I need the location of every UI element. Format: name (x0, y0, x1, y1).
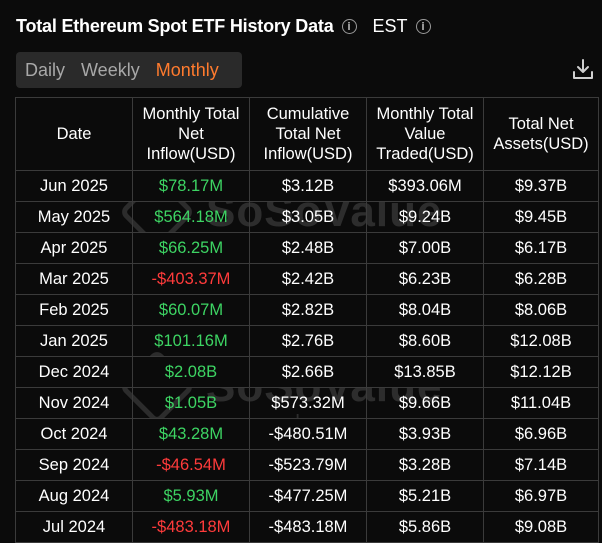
tab-daily[interactable]: Daily (25, 59, 66, 80)
cell-monthly-net-inflow: $1.05B (132, 387, 250, 419)
column-header-total-net-assets[interactable]: Total Net Assets(USD) (483, 97, 599, 171)
cell-date: Oct 2024 (15, 418, 133, 450)
cell-cumulative-net-inflow: $2.76B (249, 325, 367, 357)
cell-cumulative-net-inflow: $573.32M (249, 387, 367, 419)
cell-date: Aug 2024 (15, 480, 133, 512)
table-row: Feb 2025 $60.07M $2.82B $8.04B $8.06B (15, 294, 599, 326)
cell-value-traded: $5.21B (366, 480, 484, 512)
cell-cumulative-net-inflow: -$480.51M (249, 418, 367, 450)
table-row: Mar 2025 -$403.37M $2.42B $6.23B $6.28B (15, 263, 599, 295)
cell-monthly-net-inflow: $5.93M (132, 480, 250, 512)
table-header-row: Date Monthly Total Net Inflow(USD) Cumul… (15, 97, 599, 171)
cell-cumulative-net-inflow: $2.66B (249, 356, 367, 388)
cell-value-traded: $7.00B (366, 232, 484, 264)
cell-value-traded: $8.60B (366, 325, 484, 357)
table-row: Aug 2024 $5.93M -$477.25M $5.21B $6.97B (15, 480, 599, 512)
cell-monthly-net-inflow: $43.28M (132, 418, 250, 450)
cell-monthly-net-inflow: -$483.18M (132, 511, 250, 543)
cell-value-traded: $5.86B (366, 511, 484, 543)
cell-total-net-assets: $6.17B (483, 232, 599, 264)
timezone-info-icon[interactable]: i (415, 18, 431, 34)
cell-cumulative-net-inflow: $2.42B (249, 263, 367, 295)
table-row: Sep 2024 -$46.54M -$523.79M $3.28B $7.14B (15, 449, 599, 481)
cell-monthly-net-inflow: $2.08B (132, 356, 250, 388)
cell-value-traded: $9.66B (366, 387, 484, 419)
cell-monthly-net-inflow: $564.18M (132, 201, 250, 233)
cell-cumulative-net-inflow: $2.82B (249, 294, 367, 326)
table-row: May 2025 $564.18M $3.05B $9.24B $9.45B (15, 201, 599, 233)
cell-total-net-assets: $6.96B (483, 418, 599, 450)
etf-history-table: Date Monthly Total Net Inflow(USD) Cumul… (15, 97, 599, 543)
table-row: Nov 2024 $1.05B $573.32M $9.66B $11.04B (15, 387, 599, 419)
cell-cumulative-net-inflow: $3.05B (249, 201, 367, 233)
tab-weekly[interactable]: Weekly (81, 59, 140, 80)
cell-date: Jan 2025 (15, 325, 133, 357)
cell-monthly-net-inflow: $78.17M (132, 170, 250, 202)
tab-monthly[interactable]: Monthly (155, 59, 219, 80)
cell-date: Jun 2025 (15, 170, 133, 202)
table-row: Jan 2025 $101.16M $2.76B $8.60B $12.08B (15, 325, 599, 357)
cell-total-net-assets: $9.08B (483, 511, 599, 543)
cell-value-traded: $3.93B (366, 418, 484, 450)
cell-date: Jul 2024 (15, 511, 133, 543)
cell-cumulative-net-inflow: -$477.25M (249, 480, 367, 512)
table-row: Oct 2024 $43.28M -$480.51M $3.93B $6.96B (15, 418, 599, 450)
cell-date: May 2025 (15, 201, 133, 233)
cell-value-traded: $3.28B (366, 449, 484, 481)
cell-total-net-assets: $7.14B (483, 449, 599, 481)
column-header-date[interactable]: Date (15, 97, 133, 171)
column-header-monthly-net-inflow[interactable]: Monthly Total Net Inflow(USD) (132, 97, 250, 171)
cell-date: Dec 2024 (15, 356, 133, 388)
cell-value-traded: $9.24B (366, 201, 484, 233)
timezone-label[interactable]: EST (372, 15, 408, 36)
table-row: Apr 2025 $66.25M $2.48B $7.00B $6.17B (15, 232, 599, 264)
cell-monthly-net-inflow: $60.07M (132, 294, 250, 326)
cell-monthly-net-inflow: -$46.54M (132, 449, 250, 481)
cell-total-net-assets: $12.08B (483, 325, 599, 357)
info-icon[interactable]: i (341, 18, 357, 34)
cell-total-net-assets: $12.12B (483, 356, 599, 388)
cell-cumulative-net-inflow: -$523.79M (249, 449, 367, 481)
cell-value-traded: $6.23B (366, 263, 484, 295)
cell-cumulative-net-inflow: -$483.18M (249, 511, 367, 543)
period-tabs: Daily Weekly Monthly (16, 52, 242, 88)
cell-total-net-assets: $6.28B (483, 263, 599, 295)
cell-total-net-assets: $11.04B (483, 387, 599, 419)
cell-cumulative-net-inflow: $3.12B (249, 170, 367, 202)
cell-date: Feb 2025 (15, 294, 133, 326)
cell-total-net-assets: $9.45B (483, 201, 599, 233)
cell-monthly-net-inflow: $66.25M (132, 232, 250, 264)
cell-date: Apr 2025 (15, 232, 133, 264)
header: Total Ethereum Spot ETF History Data i E… (16, 12, 431, 40)
cell-date: Nov 2024 (15, 387, 133, 419)
cell-total-net-assets: $9.37B (483, 170, 599, 202)
table-row: Dec 2024 $2.08B $2.66B $13.85B $12.12B (15, 356, 599, 388)
download-icon[interactable] (572, 58, 594, 80)
column-header-cumulative-net-inflow[interactable]: Cumulative Total Net Inflow(USD) (249, 97, 367, 171)
table-row: Jun 2025 $78.17M $3.12B $393.06M $9.37B (15, 170, 599, 202)
cell-total-net-assets: $6.97B (483, 480, 599, 512)
cell-monthly-net-inflow: -$403.37M (132, 263, 250, 295)
column-header-value-traded[interactable]: Monthly Total Value Traded(USD) (366, 97, 484, 171)
cell-date: Mar 2025 (15, 263, 133, 295)
cell-monthly-net-inflow: $101.16M (132, 325, 250, 357)
cell-value-traded: $13.85B (366, 356, 484, 388)
cell-cumulative-net-inflow: $2.48B (249, 232, 367, 264)
page-title: Total Ethereum Spot ETF History Data (16, 15, 334, 36)
cell-value-traded: $8.04B (366, 294, 484, 326)
cell-value-traded: $393.06M (366, 170, 484, 202)
table-row: Jul 2024 -$483.18M -$483.18M $5.86B $9.08B (15, 511, 599, 543)
cell-date: Sep 2024 (15, 449, 133, 481)
cell-total-net-assets: $8.06B (483, 294, 599, 326)
